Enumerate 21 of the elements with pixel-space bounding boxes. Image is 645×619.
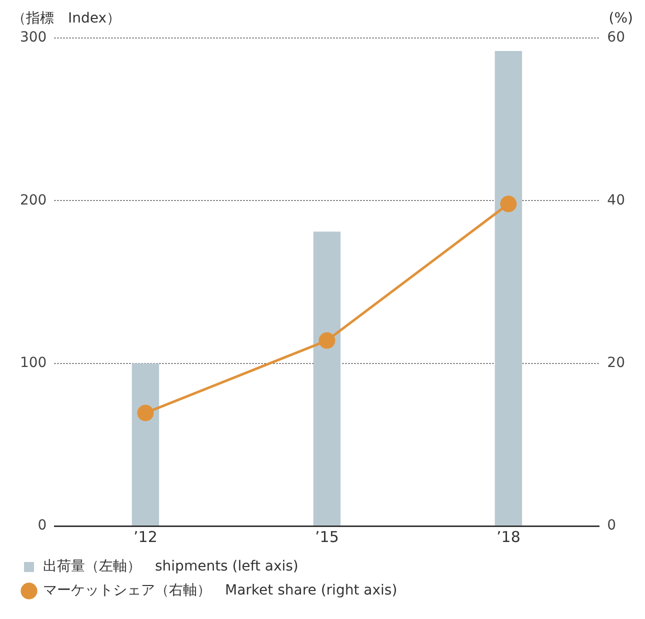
y2-axis-title: (%) bbox=[608, 10, 633, 27]
bar bbox=[494, 51, 522, 526]
legend-label: マーケットシェア（右軸） Market share (right axis) bbox=[43, 582, 398, 599]
x-tick-label: ’15 bbox=[315, 528, 339, 546]
bar bbox=[313, 232, 341, 526]
y2-tick-label: 60 bbox=[607, 30, 626, 46]
y-axis-title: （指標 Index） bbox=[12, 10, 121, 27]
y2-tick-label: 20 bbox=[607, 354, 626, 371]
x-tick-label: ’18 bbox=[496, 528, 520, 546]
y-tick-label: 100 bbox=[20, 354, 47, 371]
y2-tick-label: 0 bbox=[607, 518, 616, 534]
y-tick-label: 200 bbox=[20, 192, 47, 208]
y2-tick-label: 40 bbox=[607, 192, 626, 208]
point bbox=[137, 404, 154, 422]
y-tick-label: 300 bbox=[20, 30, 47, 46]
bar bbox=[132, 363, 160, 526]
x-tick-label: ’12 bbox=[134, 528, 158, 546]
point bbox=[500, 196, 517, 212]
y-tick-label: 0 bbox=[38, 518, 47, 534]
legend-label: 出荷量（左軸） shipments (left axis) bbox=[43, 558, 298, 575]
point bbox=[318, 332, 336, 349]
